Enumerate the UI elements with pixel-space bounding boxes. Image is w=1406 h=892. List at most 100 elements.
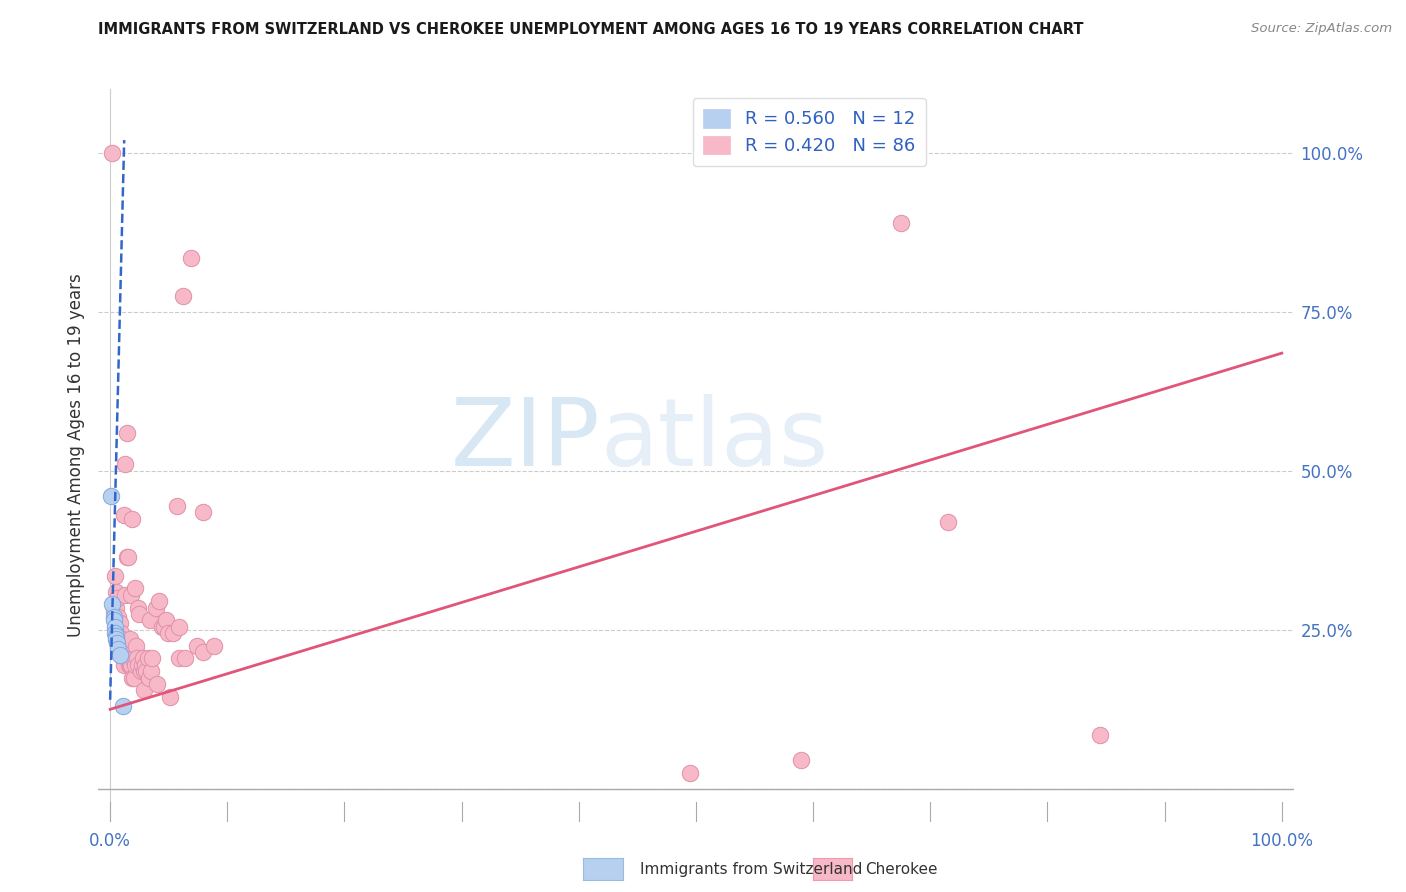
Point [104, 620, 127, 634]
Point [115, 639, 138, 653]
Point [120, 588, 142, 602]
Point [150, 620, 173, 634]
Point [104, 568, 127, 582]
Point [103, 604, 125, 618]
Point [112, 508, 135, 523]
Point [124, 582, 146, 596]
Point [172, 289, 194, 303]
Point [122, 651, 145, 665]
Point [114, 588, 136, 602]
Point [191, 505, 214, 519]
Point [180, 251, 202, 265]
Point [107, 610, 129, 624]
Point [105, 591, 128, 605]
Point [105, 600, 128, 615]
Point [146, 677, 169, 691]
Point [128, 607, 150, 621]
Point [121, 651, 143, 665]
Point [186, 639, 208, 653]
Point [114, 458, 136, 472]
Point [101, 145, 124, 160]
Point [103, 613, 125, 627]
Point [118, 657, 141, 672]
Point [111, 632, 134, 647]
Point [135, 664, 157, 678]
Point [820, 145, 842, 160]
Point [166, 499, 188, 513]
Point [114, 639, 136, 653]
Text: Source: ZipAtlas.com: Source: ZipAtlas.com [1251, 22, 1392, 36]
Point [112, 639, 135, 653]
Text: atlas: atlas [600, 394, 828, 486]
Point [127, 657, 149, 672]
Point [155, 613, 177, 627]
Point [134, 683, 156, 698]
Point [104, 626, 127, 640]
Point [141, 664, 163, 678]
Point [131, 657, 153, 672]
Point [105, 584, 128, 599]
Point [120, 657, 142, 672]
Point [679, 766, 702, 780]
Point [153, 620, 176, 634]
Point [204, 639, 226, 653]
Text: Immigrants from Switzerland: Immigrants from Switzerland [640, 863, 862, 877]
Point [112, 651, 135, 665]
Point [139, 613, 162, 627]
Point [191, 645, 214, 659]
Point [124, 657, 146, 672]
Point [103, 610, 125, 624]
Point [105, 635, 128, 649]
Point [148, 594, 170, 608]
Point [105, 632, 128, 647]
Point [115, 549, 138, 564]
Point [890, 216, 912, 230]
Point [169, 651, 191, 665]
Point [145, 600, 167, 615]
Point [115, 425, 138, 440]
Point [134, 657, 156, 672]
Point [141, 651, 163, 665]
Point [136, 651, 159, 665]
Point [121, 671, 143, 685]
Point [117, 639, 139, 653]
Point [162, 626, 184, 640]
Point [169, 620, 191, 634]
Point [107, 620, 129, 634]
Legend: R = 0.560   N = 12, R = 0.420   N = 86: R = 0.560 N = 12, R = 0.420 N = 86 [693, 98, 927, 166]
Point [117, 651, 139, 665]
Point [112, 699, 135, 714]
Point [842, 145, 865, 160]
Point [127, 651, 149, 665]
Point [1088, 728, 1111, 742]
Point [174, 651, 197, 665]
Point [156, 626, 179, 640]
Point [107, 641, 129, 656]
Point [110, 626, 132, 640]
Point [115, 651, 138, 665]
Point [117, 549, 139, 564]
Point [121, 511, 143, 525]
Text: IMMIGRANTS FROM SWITZERLAND VS CHEROKEE UNEMPLOYMENT AMONG AGES 16 TO 19 YEARS C: IMMIGRANTS FROM SWITZERLAND VS CHEROKEE … [98, 22, 1084, 37]
Point [129, 664, 152, 678]
Point [159, 690, 181, 704]
Text: ZIP: ZIP [451, 394, 600, 486]
Point [127, 600, 149, 615]
Point [120, 657, 142, 672]
Point [101, 598, 124, 612]
Point [936, 515, 959, 529]
Point [108, 616, 131, 631]
Point [103, 598, 125, 612]
Point [112, 657, 135, 672]
Point [100, 489, 122, 503]
Point [132, 651, 155, 665]
Point [120, 632, 142, 647]
Point [108, 632, 131, 647]
Point [105, 629, 128, 643]
Point [108, 648, 131, 663]
Point [112, 639, 135, 653]
Point [110, 639, 132, 653]
Text: Cherokee: Cherokee [865, 863, 938, 877]
Point [118, 639, 141, 653]
Point [122, 671, 145, 685]
